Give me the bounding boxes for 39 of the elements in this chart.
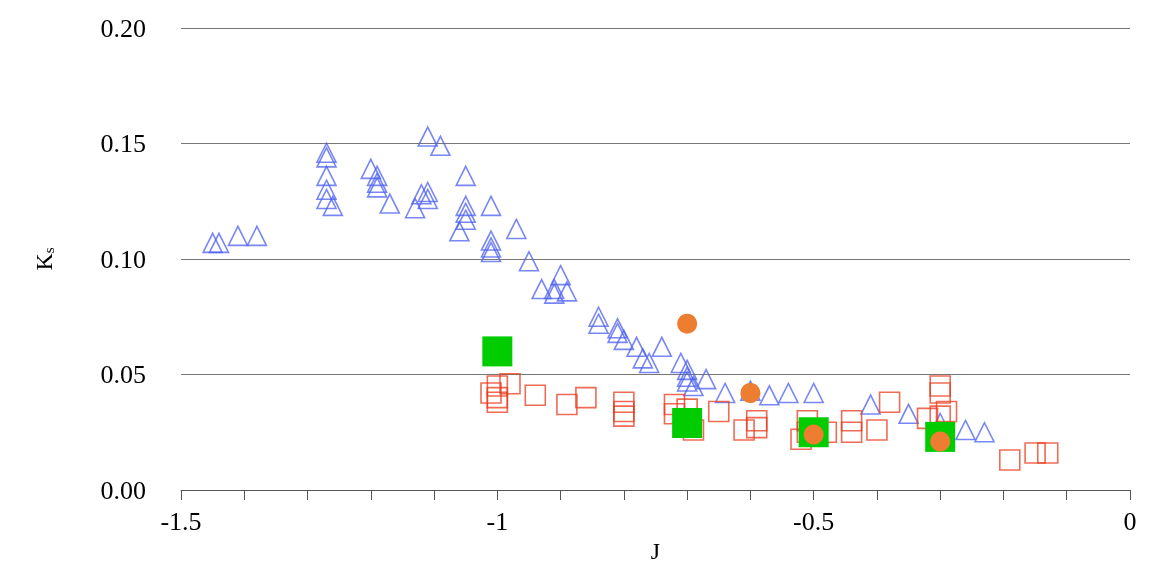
- y-tick-label: 0.00: [100, 475, 146, 505]
- point: [733, 419, 755, 441]
- point: [486, 386, 509, 409]
- point: [672, 408, 703, 439]
- y-axis-title: Ks: [30, 247, 57, 271]
- point: [745, 409, 768, 432]
- point: [745, 416, 768, 439]
- point: [866, 419, 888, 441]
- x-tick-label: -1.5: [160, 506, 202, 536]
- y-tick-label: 0.15: [100, 129, 146, 158]
- point: [556, 393, 578, 416]
- point: [998, 449, 1021, 471]
- point: [486, 391, 509, 414]
- point: [482, 336, 513, 367]
- point: [878, 391, 901, 414]
- point: [840, 421, 863, 444]
- point: [677, 313, 698, 334]
- point: [575, 386, 597, 409]
- y-tick-label: 0.20: [100, 13, 146, 43]
- point: [935, 400, 958, 423]
- point: [480, 382, 502, 404]
- point: [929, 375, 951, 397]
- point: [613, 391, 635, 414]
- point: [707, 400, 730, 423]
- point: [1036, 442, 1059, 464]
- x-tick-label: -0.5: [793, 506, 835, 536]
- x-axis-title: J: [650, 537, 661, 564]
- y-tick-label: 0.05: [100, 360, 146, 389]
- point: [613, 405, 635, 427]
- x-tick-label: -1: [486, 506, 509, 536]
- point: [499, 372, 521, 395]
- point: [840, 409, 863, 432]
- point: [1024, 442, 1046, 464]
- x-tick-label: 0: [1123, 506, 1137, 536]
- y-tick-label: 0.10: [100, 244, 146, 274]
- point: [524, 384, 547, 407]
- point: [613, 400, 635, 423]
- point: [929, 382, 951, 404]
- point: [486, 375, 509, 397]
